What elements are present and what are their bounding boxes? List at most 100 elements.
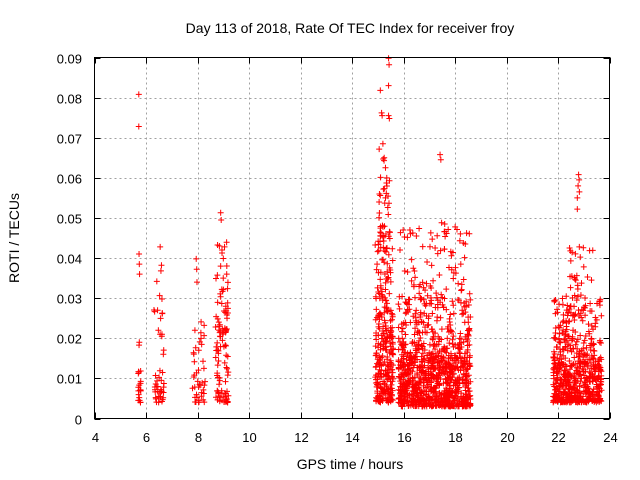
data-point (559, 295, 566, 302)
data-point (576, 371, 583, 378)
data-point (382, 286, 389, 293)
data-point (458, 357, 465, 364)
data-point (457, 339, 464, 346)
data-point (591, 347, 598, 354)
data-point (431, 398, 438, 405)
data-point (156, 292, 163, 299)
data-point (157, 386, 164, 393)
y-tick-label: 0.09 (57, 52, 82, 67)
data-point (572, 311, 579, 318)
data-point (583, 344, 590, 351)
data-point (220, 275, 227, 282)
data-point (221, 325, 228, 332)
data-point (389, 313, 396, 320)
data-point (458, 287, 465, 294)
data-point (461, 399, 468, 406)
data-point (416, 290, 423, 297)
data-point (222, 309, 229, 316)
data-point (385, 274, 392, 281)
data-point (385, 375, 392, 382)
data-point (383, 244, 390, 251)
data-point (375, 323, 382, 330)
data-point (424, 352, 431, 359)
y-tick-label: 0.02 (57, 332, 82, 347)
data-point (449, 336, 456, 343)
data-point (409, 229, 416, 236)
data-point (224, 365, 231, 372)
data-point (557, 375, 564, 382)
data-point (137, 387, 144, 394)
data-point (388, 310, 395, 317)
data-point (377, 276, 384, 283)
data-point (398, 392, 405, 399)
data-point (450, 363, 457, 370)
data-point (567, 303, 574, 310)
data-point (376, 209, 383, 216)
y-tick-label: 0 (75, 413, 82, 428)
data-point (157, 267, 164, 274)
data-point (400, 363, 407, 370)
data-point (466, 290, 473, 297)
data-point (402, 349, 409, 356)
data-point (384, 386, 391, 393)
data-point (194, 378, 201, 385)
data-point (456, 335, 463, 342)
data-point (416, 337, 423, 344)
data-point (590, 356, 597, 363)
data-point (378, 109, 385, 116)
data-point (467, 378, 474, 385)
data-point (381, 330, 388, 337)
data-point (402, 396, 409, 403)
data-point (564, 398, 571, 405)
data-point (446, 379, 453, 386)
data-point (381, 200, 388, 207)
data-point (570, 361, 577, 368)
data-point (574, 194, 581, 201)
data-point (212, 324, 219, 331)
data-point (430, 364, 437, 371)
data-point (559, 301, 566, 308)
data-point (584, 351, 591, 358)
data-point (375, 289, 382, 296)
data-point (222, 326, 229, 333)
data-point (398, 380, 405, 387)
data-point (195, 399, 202, 406)
data-point (136, 251, 143, 258)
data-point (426, 243, 433, 250)
data-point (190, 351, 197, 358)
data-point (155, 327, 162, 334)
data-point (383, 304, 390, 311)
data-point (449, 374, 456, 381)
data-point (408, 277, 415, 284)
data-point (223, 364, 230, 371)
data-point (197, 329, 204, 336)
y-tick-label: 0.03 (57, 292, 82, 307)
data-point (554, 363, 561, 370)
data-point (389, 369, 396, 376)
data-point (221, 359, 228, 366)
data-point (218, 286, 225, 293)
data-point (374, 390, 381, 397)
data-point (440, 304, 447, 311)
data-points (135, 55, 605, 410)
data-point (429, 350, 436, 357)
data-point (445, 352, 452, 359)
data-point (561, 367, 568, 374)
data-point (598, 312, 605, 319)
data-point (551, 334, 558, 341)
data-point (568, 373, 575, 380)
data-point (428, 351, 435, 358)
data-point (193, 266, 200, 273)
data-point (386, 290, 393, 297)
data-point (386, 177, 393, 184)
data-point (212, 354, 219, 361)
data-point (446, 318, 453, 325)
data-point (397, 361, 404, 368)
data-point (448, 252, 455, 259)
data-point (384, 308, 391, 315)
data-point (439, 365, 446, 372)
data-point (382, 337, 389, 344)
data-point (565, 333, 572, 340)
